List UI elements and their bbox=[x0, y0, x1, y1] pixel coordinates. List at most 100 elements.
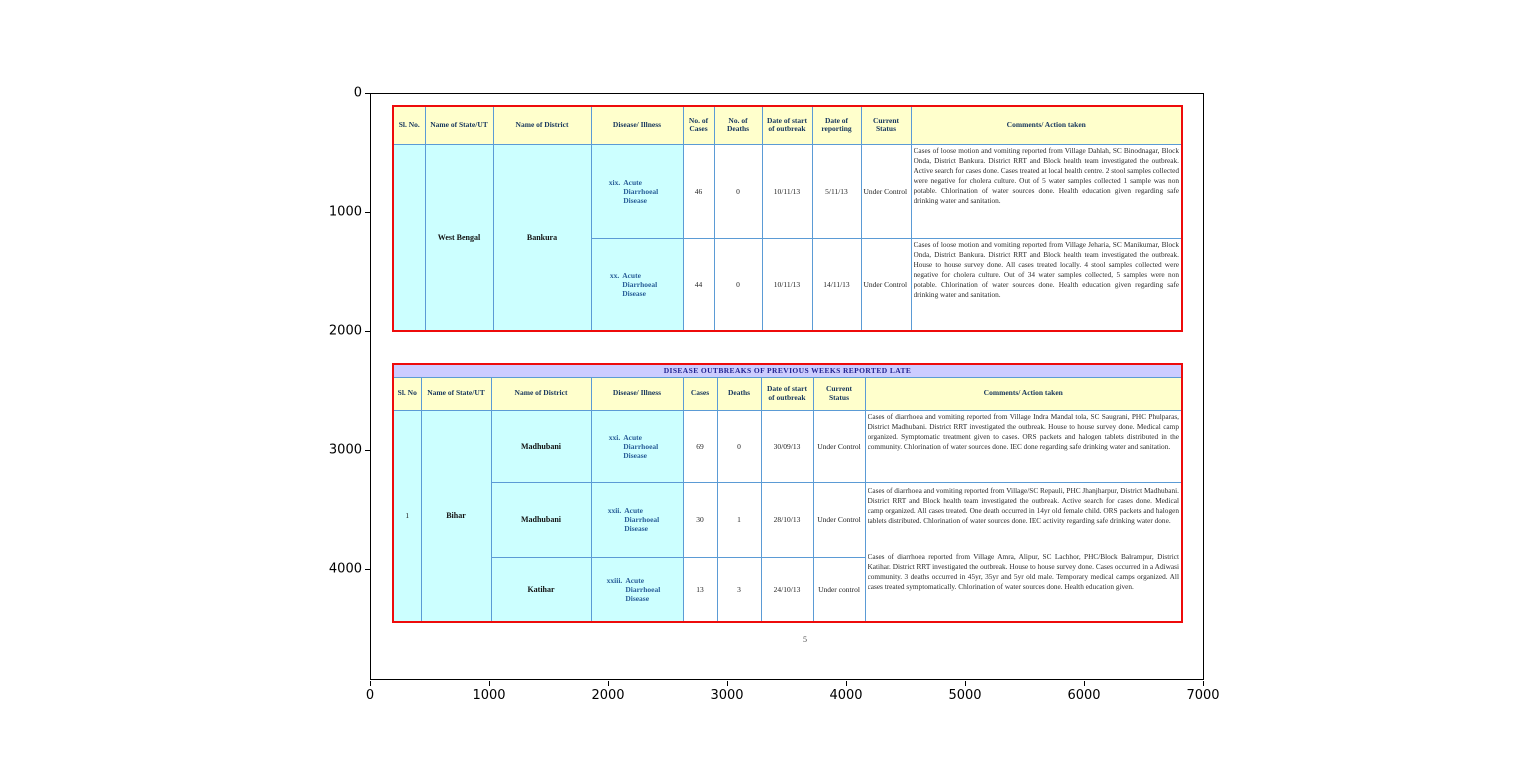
disease-name: Acute Diarrhoeal Disease bbox=[625, 575, 661, 603]
cell-status: Under Control bbox=[812, 409, 866, 483]
cell-disease: xxii. Acute Diarrhoeal Disease bbox=[590, 481, 684, 558]
col-header-status: Current Status bbox=[860, 105, 912, 145]
cell-date-report: 5/11/13 bbox=[811, 143, 862, 239]
col-header-date-report: Date of reporting bbox=[811, 105, 862, 145]
cell-cases: 44 bbox=[682, 237, 715, 332]
cell-district: Katihar bbox=[490, 556, 592, 623]
col-header-deaths: No. of Deaths bbox=[713, 105, 763, 145]
comments-text: Cases of diarrhoea reported from Village… bbox=[867, 551, 1180, 591]
x-tick-mark bbox=[370, 681, 371, 686]
outbreak-table-current: Sl. No. Name of State/UT Name of Distric… bbox=[392, 105, 1183, 332]
cell-disease: xix. Acute Diarrhoeal Disease bbox=[590, 143, 684, 239]
x-tick-label: 3000 bbox=[710, 688, 744, 703]
y-tick-mark bbox=[365, 212, 370, 213]
disease-name: Acute Diarrhoeal Disease bbox=[622, 270, 658, 298]
col-header-slno: Sl. No. bbox=[392, 105, 426, 145]
col-header-disease: Disease/ Illness bbox=[590, 105, 684, 145]
y-tick-label: 2000 bbox=[328, 323, 362, 339]
cell-status: Under Control bbox=[860, 237, 912, 332]
cell-district: Madhubani bbox=[490, 481, 592, 558]
col-header-state: Name of State/UT bbox=[420, 376, 492, 411]
x-tick-label: 7000 bbox=[1186, 688, 1220, 703]
disease-number: xxiii. bbox=[606, 575, 623, 585]
comments-text: Cases of loose motion and vomiting repor… bbox=[913, 146, 1180, 205]
x-tick-mark bbox=[608, 681, 609, 686]
cell-district: Madhubani bbox=[490, 409, 592, 483]
cell-slno: 1 bbox=[392, 409, 422, 623]
y-tick-label: 3000 bbox=[328, 442, 362, 458]
col-header-disease: Disease/ Illness bbox=[590, 376, 684, 411]
cell-disease: xxi. Acute Diarrhoeal Disease bbox=[590, 409, 684, 483]
cell-deaths: 0 bbox=[716, 409, 762, 483]
x-tick-mark bbox=[846, 681, 847, 686]
cell-comments: Cases of loose motion and vomiting repor… bbox=[910, 237, 1183, 332]
col-header-district: Name of District bbox=[492, 105, 592, 145]
cell-date-start: 28/10/13 bbox=[760, 481, 814, 558]
col-header-date-start: Date of start of outbreak bbox=[761, 105, 813, 145]
y-tick-mark bbox=[365, 569, 370, 570]
comments-text: Cases of diarrhoea and vomiting reported… bbox=[867, 485, 1180, 525]
comments-text: Cases of loose motion and vomiting repor… bbox=[913, 239, 1180, 299]
x-tick-mark bbox=[1084, 681, 1085, 686]
cell-date-start: 10/11/13 bbox=[761, 237, 813, 332]
disease-number: xx. bbox=[609, 270, 620, 280]
cell-status: Under Control bbox=[860, 143, 912, 239]
cell-comments: Cases of diarrhoea and vomiting reported… bbox=[864, 481, 1183, 623]
x-tick-mark bbox=[965, 681, 966, 686]
cell-status: Under control bbox=[812, 556, 866, 623]
x-tick-mark bbox=[489, 681, 490, 686]
cell-state: West Bengal bbox=[424, 143, 494, 332]
cell-cases: 13 bbox=[682, 556, 718, 623]
x-tick-label: 2000 bbox=[591, 688, 625, 703]
cell-date-start: 24/10/13 bbox=[760, 556, 814, 623]
col-header-district: Name of District bbox=[490, 376, 592, 411]
disease-number: xxi. bbox=[608, 432, 621, 442]
y-tick-mark bbox=[365, 93, 370, 94]
cell-cases: 46 bbox=[682, 143, 715, 239]
cell-deaths: 0 bbox=[713, 237, 763, 332]
col-header-cases: No. of Cases bbox=[682, 105, 715, 145]
cell-date-report: 14/11/13 bbox=[811, 237, 862, 332]
x-tick-mark bbox=[1203, 681, 1204, 686]
y-tick-mark bbox=[365, 331, 370, 332]
disease-name: Acute Diarrhoeal Disease bbox=[623, 432, 659, 460]
disease-number: xix. bbox=[608, 177, 621, 187]
cell-state: Bihar bbox=[420, 409, 492, 623]
x-tick-mark bbox=[727, 681, 728, 686]
x-tick-label: 6000 bbox=[1067, 688, 1101, 703]
cell-district: Bankura bbox=[492, 143, 592, 332]
cell-slno bbox=[392, 143, 426, 332]
comments-text: Cases of diarrhoea and vomiting reported… bbox=[867, 412, 1180, 451]
x-tick-label: 1000 bbox=[472, 688, 506, 703]
disease-name: Acute Diarrhoeal Disease bbox=[624, 506, 660, 533]
x-tick-label: 4000 bbox=[829, 688, 863, 703]
col-header-state: Name of State/UT bbox=[424, 105, 494, 145]
disease-number: xxii. bbox=[607, 506, 622, 515]
page-number: 5 bbox=[803, 635, 807, 644]
cell-deaths: 3 bbox=[716, 556, 762, 623]
cell-comments: Cases of diarrhoea and vomiting reported… bbox=[864, 409, 1183, 483]
disease-name: Acute Diarrhoeal Disease bbox=[623, 177, 659, 205]
col-header-deaths: Deaths bbox=[716, 376, 762, 411]
col-header-cases: Cases bbox=[682, 376, 718, 411]
cell-deaths: 1 bbox=[716, 481, 762, 558]
cell-date-start: 10/11/13 bbox=[761, 143, 813, 239]
cell-comments: Cases of loose motion and vomiting repor… bbox=[910, 143, 1183, 239]
col-header-comments: Comments/ Action taken bbox=[910, 105, 1183, 145]
col-header-slno: Sl. No bbox=[392, 376, 422, 411]
cell-deaths: 0 bbox=[713, 143, 763, 239]
col-header-status: Current Status bbox=[812, 376, 866, 411]
x-tick-label: 0 bbox=[365, 688, 375, 703]
y-tick-label: 4000 bbox=[328, 561, 362, 577]
y-tick-mark bbox=[365, 450, 370, 451]
y-tick-label: 1000 bbox=[328, 204, 362, 220]
outbreak-table-late: DISEASE OUTBREAKS OF PREVIOUS WEEKS REPO… bbox=[392, 363, 1183, 623]
cell-cases: 30 bbox=[682, 481, 718, 558]
y-tick-label: 0 bbox=[353, 85, 362, 101]
cell-disease: xxiii. Acute Diarrhoeal Disease bbox=[590, 556, 684, 623]
cell-cases: 69 bbox=[682, 409, 718, 483]
table-banner: DISEASE OUTBREAKS OF PREVIOUS WEEKS REPO… bbox=[392, 363, 1183, 378]
col-header-date-start: Date of start of outbreak bbox=[760, 376, 814, 411]
cell-disease: xx. Acute Diarrhoeal Disease bbox=[590, 237, 684, 332]
